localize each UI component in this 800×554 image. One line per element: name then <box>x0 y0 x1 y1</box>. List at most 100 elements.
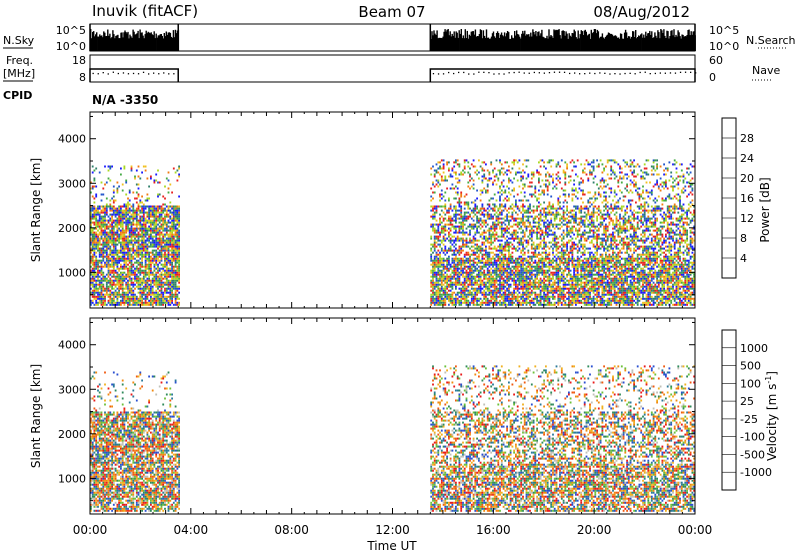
range-cell <box>488 277 491 280</box>
range-cell <box>465 227 468 230</box>
range-cell <box>114 215 117 218</box>
range-cell <box>433 269 436 272</box>
range-cell <box>164 247 166 250</box>
range-cell <box>502 267 505 270</box>
range-cell <box>513 237 515 240</box>
range-cell <box>486 229 489 232</box>
range-cell <box>509 215 512 218</box>
range-cell <box>98 297 101 300</box>
range-cell <box>93 261 96 264</box>
range-cell <box>153 219 156 222</box>
range-cell <box>523 215 526 218</box>
range-cell <box>516 283 519 286</box>
range-cell <box>155 267 158 270</box>
range-cell <box>139 249 142 252</box>
nsky-bar <box>680 38 682 51</box>
range-cell <box>458 197 461 200</box>
range-cell <box>460 195 463 198</box>
range-cell <box>118 281 120 284</box>
range-cell <box>433 297 436 300</box>
range-cell <box>508 227 510 230</box>
range-cell <box>511 303 514 306</box>
range-cell <box>120 241 122 244</box>
range-cell <box>506 215 508 218</box>
range-cell <box>463 259 466 262</box>
range-cell <box>522 295 524 298</box>
range-cell <box>453 161 456 164</box>
range-cell <box>176 253 179 256</box>
nsky-bar <box>544 38 546 51</box>
range-cell <box>120 299 122 302</box>
range-cell <box>451 261 454 264</box>
range-cell <box>488 173 491 176</box>
range-cell <box>485 259 487 262</box>
range-cell <box>446 219 448 222</box>
range-cell <box>515 205 517 208</box>
range-cell <box>485 301 487 304</box>
range-cell <box>465 287 468 290</box>
range-cell <box>527 251 530 254</box>
nsky-bar <box>656 37 658 51</box>
nsky-bar <box>522 30 524 51</box>
range-cell <box>160 253 163 256</box>
range-cell <box>453 207 456 210</box>
range-cell <box>121 289 124 292</box>
range-cell <box>130 265 133 268</box>
range-cell <box>98 227 101 230</box>
range-cell <box>462 225 464 228</box>
range-cell <box>448 283 450 286</box>
range-cell <box>506 275 508 278</box>
range-cell <box>157 277 159 280</box>
range-cell <box>128 273 131 276</box>
range-cell <box>171 289 173 292</box>
range-cell <box>455 285 457 288</box>
range-cell <box>462 249 464 252</box>
range-cell <box>171 253 173 256</box>
range-cell <box>465 211 468 214</box>
range-cell <box>120 167 122 170</box>
range-cell <box>137 283 140 286</box>
range-cell <box>116 297 119 300</box>
range-cell <box>455 255 457 258</box>
range-cell <box>469 289 471 292</box>
range-cell <box>139 225 142 228</box>
range-cell <box>530 239 533 242</box>
range-cell <box>520 303 523 306</box>
nsky-bar <box>471 31 474 51</box>
range-cell <box>479 235 482 238</box>
range-cell <box>509 271 512 274</box>
nsky-bar <box>531 36 533 51</box>
range-cell <box>478 303 480 306</box>
range-cell <box>142 213 145 216</box>
range-cell <box>509 283 512 286</box>
range-cell <box>155 173 158 176</box>
nsky-bar <box>444 29 446 51</box>
nave-dot <box>679 71 682 73</box>
nave-dot <box>498 73 500 75</box>
range-cell <box>492 289 494 292</box>
range-cell <box>497 245 500 248</box>
range-cell <box>164 233 166 236</box>
range-cell <box>476 299 478 302</box>
range-cell <box>141 223 143 226</box>
range-cell <box>522 285 524 288</box>
range-cell <box>488 233 491 236</box>
range-cell <box>135 197 138 200</box>
range-cell <box>518 277 521 280</box>
range-cell <box>439 261 441 264</box>
range-cell <box>472 301 475 304</box>
range-cell <box>172 283 175 286</box>
range-cell <box>511 211 514 214</box>
nsky-bar <box>617 37 620 51</box>
range-cell <box>169 263 172 266</box>
range-cell <box>171 301 173 304</box>
nsky-bar <box>572 33 574 51</box>
range-cell <box>522 237 524 240</box>
range-cell <box>142 225 145 228</box>
range-cell <box>444 229 447 232</box>
range-cell <box>493 279 496 282</box>
range-cell <box>442 275 445 278</box>
range-cell <box>155 303 158 306</box>
range-cell <box>116 281 119 284</box>
range-cell <box>158 217 161 220</box>
